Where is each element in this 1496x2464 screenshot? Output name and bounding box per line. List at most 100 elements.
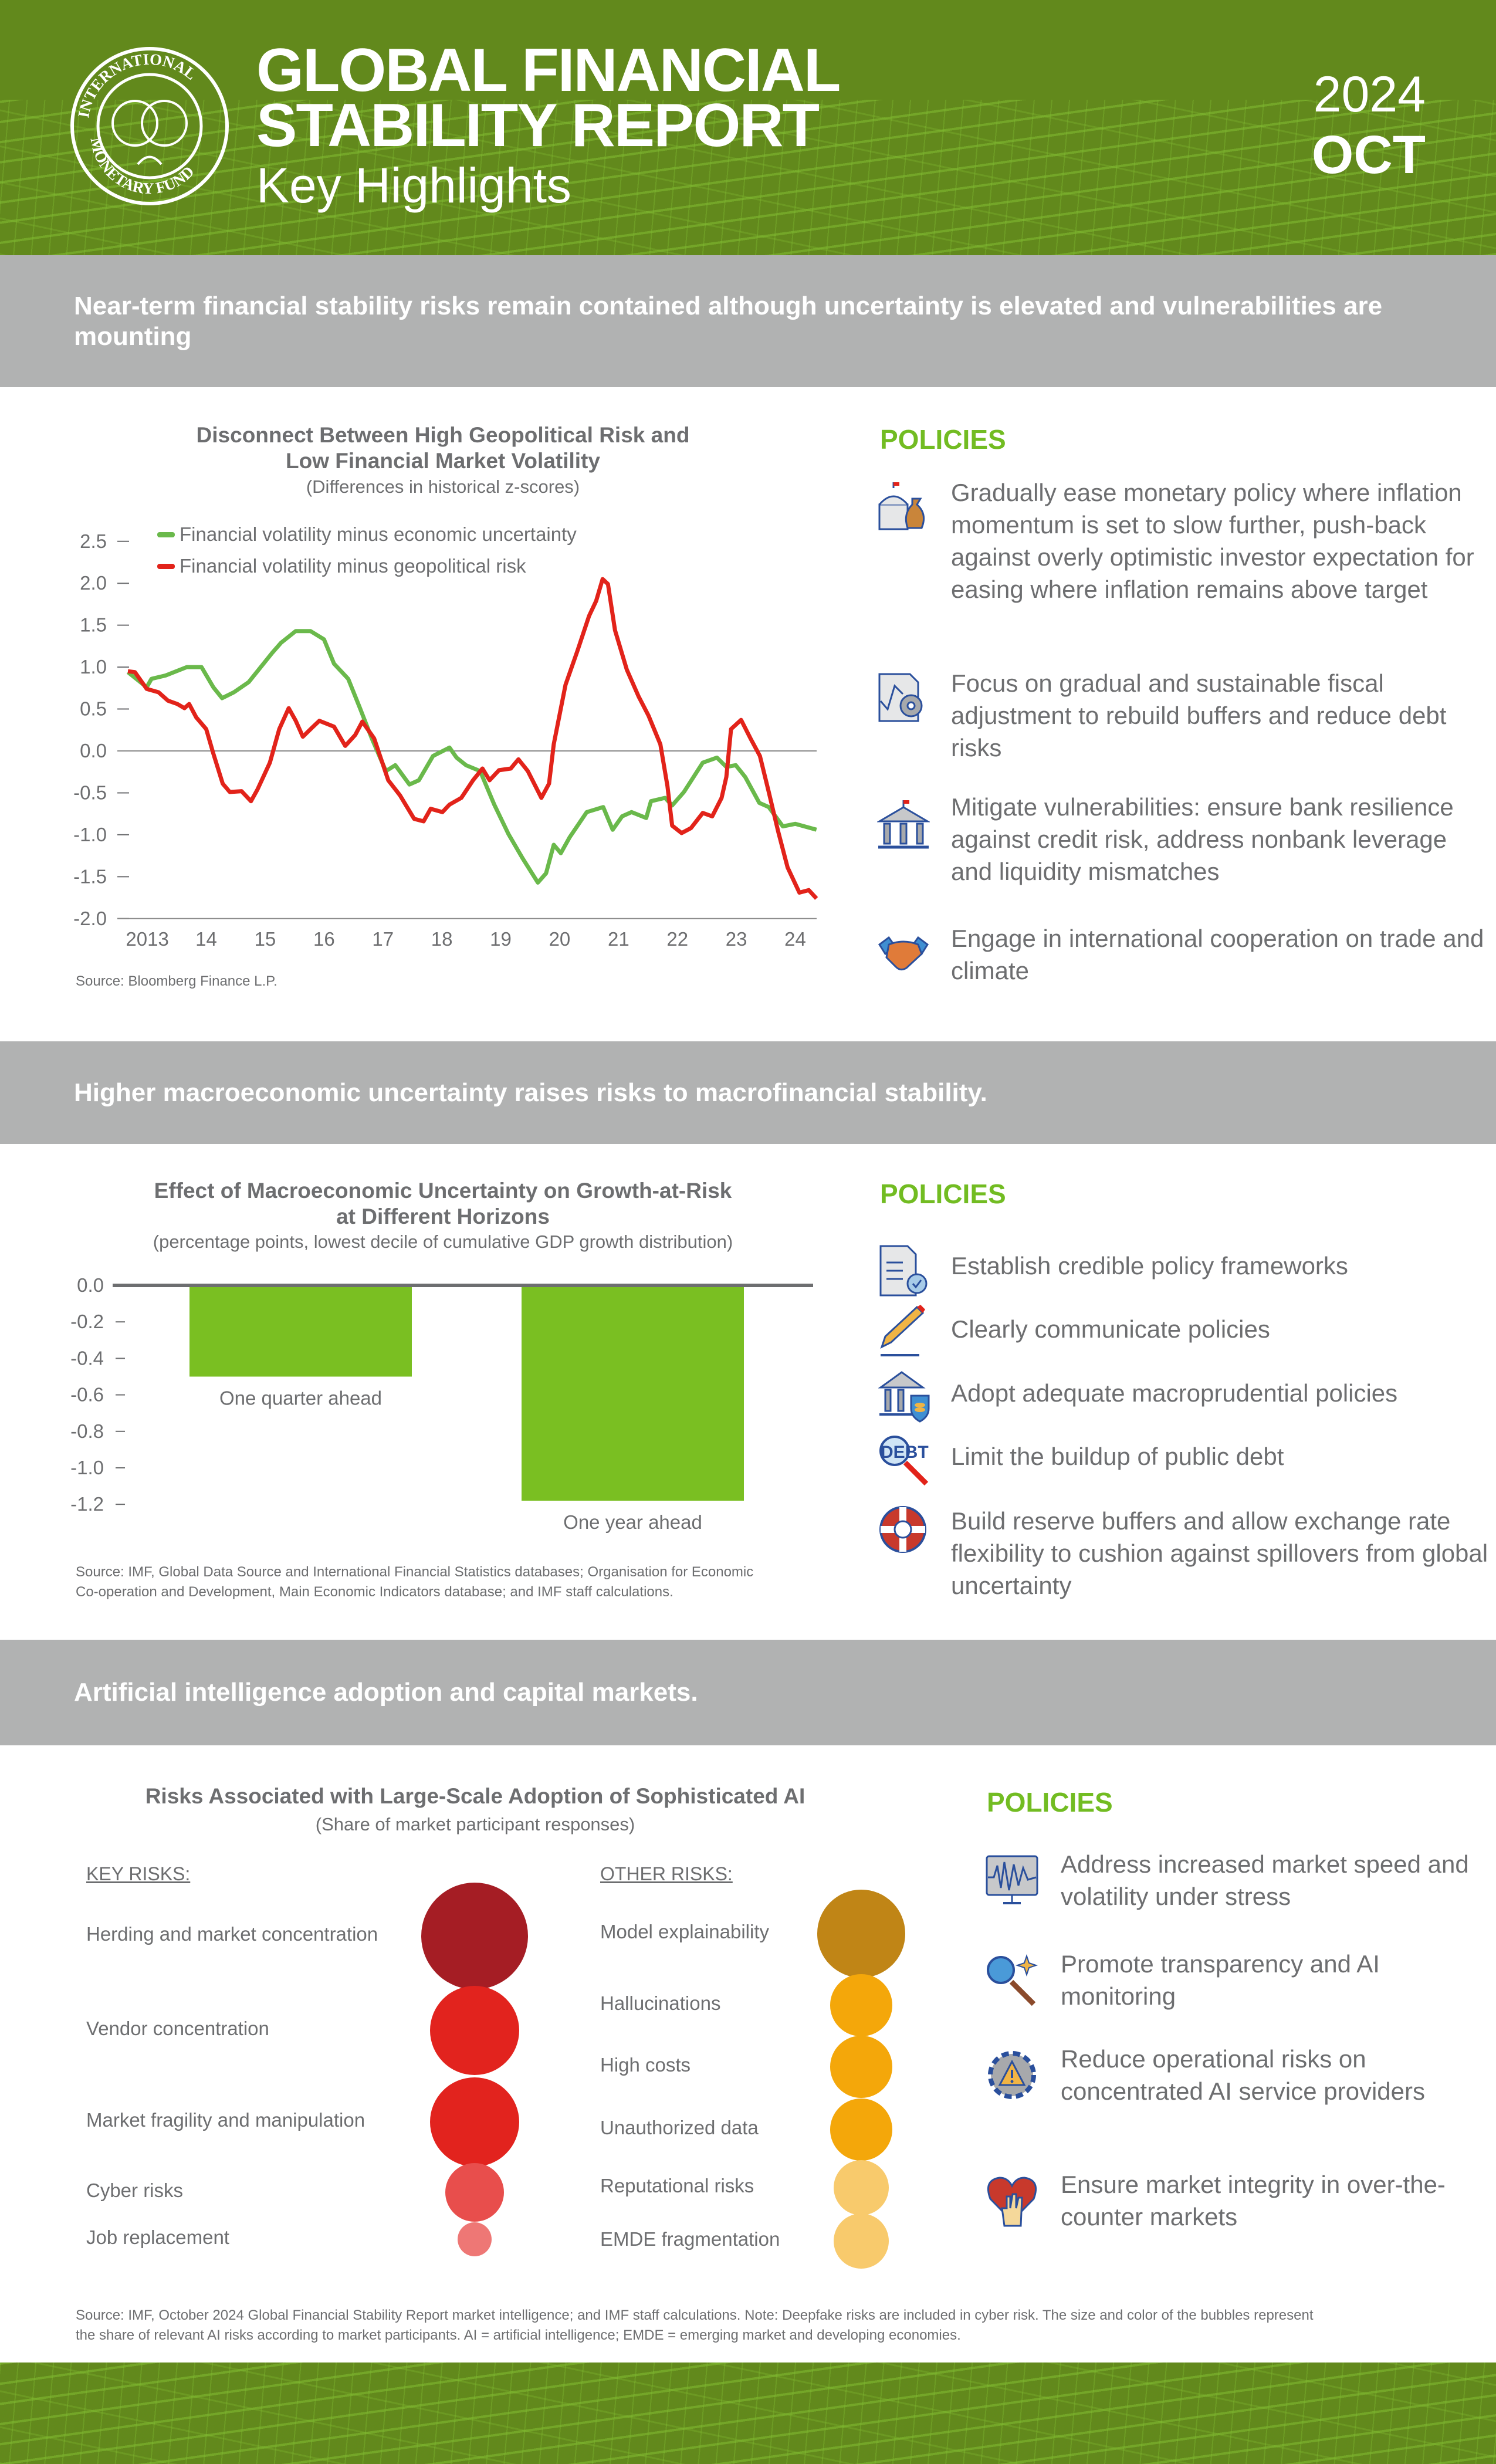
x-tick-label: 2013 — [126, 928, 168, 950]
section2-policies-heading: POLICIES — [880, 1179, 1006, 1209]
report-month: OCT — [1311, 125, 1426, 185]
chart2-title-line1: Effect of Macroeconomic Uncertainty on G… — [154, 1179, 732, 1203]
chart3-source: Source: IMF, October 2024 Global Financi… — [76, 2306, 1314, 2345]
risk-label: Job replacement — [86, 2226, 229, 2248]
y-tick-label: 0.5 — [80, 698, 107, 720]
x-tick-label: 14 — [195, 928, 217, 950]
risk-bubble — [833, 2160, 889, 2216]
risk-bubble — [817, 1890, 905, 1978]
risk-label: High costs — [600, 2054, 691, 2076]
risk-bubble — [830, 1974, 892, 2036]
x-tick-label: 20 — [549, 928, 571, 950]
chart2-subtitle: (percentage points, lowest decile of cum… — [153, 1231, 733, 1252]
y-tick-label: -0.6 — [70, 1384, 104, 1406]
report-title-line2: STABILITY REPORT — [256, 92, 820, 160]
chart2-source: Source: IMF, Global Data Source and Inte… — [76, 1562, 753, 1602]
y-tick-label: -1.2 — [70, 1493, 104, 1515]
y-tick-label: -1.0 — [73, 824, 107, 845]
chart3-title: Risks Associated with Large-Scale Adopti… — [145, 1784, 805, 1808]
y-tick-label: -2.0 — [73, 908, 107, 929]
x-tick-label: 23 — [726, 928, 747, 950]
document-gear-icon — [878, 673, 923, 722]
x-tick-label: 18 — [431, 928, 453, 950]
chart1-title: Disconnect Between High Geopolitical Ris… — [88, 422, 798, 474]
other-risks-heading: OTHER RISKS: — [600, 1863, 733, 1884]
section2-banner-text: Higher macroeconomic uncertainty raises … — [74, 1078, 987, 1107]
lifebuoy-icon — [879, 1506, 926, 1553]
section1-banner: Near-term financial stability risks rema… — [0, 255, 1496, 387]
x-tick-label: 19 — [490, 928, 512, 950]
policy-text: Establish credible policy frameworks — [951, 1252, 1348, 1280]
chart2-title-line2: at Different Horizons — [336, 1204, 550, 1228]
bar-1 — [522, 1285, 744, 1501]
legend-swatch-red — [157, 563, 175, 569]
bar-0 — [189, 1285, 412, 1377]
risk-label: Cyber risks — [86, 2179, 184, 2201]
legend-label-economic: Financial volatility minus economic unce… — [180, 523, 577, 545]
risk-label: Reputational risks — [600, 2175, 754, 2196]
chart3-subtitle: (Share of market participant responses) — [315, 1814, 635, 1835]
risk-bubble — [421, 1883, 528, 1989]
risk-label: Hallucinations — [600, 1992, 721, 2014]
heart-hand-icon — [987, 2177, 1037, 2227]
section1-banner-text: Near-term financial stability risks rema… — [74, 291, 1383, 351]
policy-text: Address increased market speed and volat… — [1061, 1850, 1469, 1910]
policy-text: Engage in international cooperation on t… — [951, 925, 1484, 984]
chart1-legend: Financial volatility minus economic unce… — [157, 519, 577, 582]
report-title-line1: GLOBAL FINANCIAL — [256, 36, 841, 104]
y-tick-label: -0.4 — [70, 1347, 104, 1369]
line-chart: 2.5 2.0 1.5 1.0 0.5 0.0 -0.5 -1.0 -1.5 -2.0 2013 14… — [73, 530, 818, 950]
policy-text: Gradually ease monetary policy where inf… — [951, 479, 1474, 603]
y-tick-label: 2.0 — [80, 572, 107, 594]
x-tick-label: 16 — [313, 928, 335, 950]
x-tick-label: 21 — [608, 928, 629, 950]
pencil-icon — [880, 1305, 925, 1356]
chart3-source-line2: the share of relevant AI risks according… — [76, 2327, 961, 2343]
bar-category-label: One quarter ahead — [219, 1387, 382, 1409]
x-tick-label: 17 — [372, 928, 394, 950]
x-tick-label: 24 — [784, 928, 806, 950]
y-tick-label: -0.5 — [73, 781, 107, 803]
bar-chart: 0.0 -0.2 -0.4 -0.6 -0.8 -1.0 -1.2 One quarter a… — [70, 1274, 813, 1533]
key-risks-heading: KEY RISKS: — [86, 1863, 191, 1884]
risk-label: Unauthorized data — [600, 2117, 759, 2138]
chart2-title: Effect of Macroeconomic Uncertainty on G… — [59, 1178, 827, 1230]
handshake-icon — [878, 936, 929, 971]
risk-bubble — [429, 2077, 520, 2167]
series-line-geopolitical-risk — [127, 577, 818, 900]
bank-building-icon — [877, 800, 930, 849]
bar-category-label: One year ahead — [563, 1511, 702, 1533]
section1-policies-heading: POLICIES — [880, 424, 1006, 455]
series-line-economic-uncertainty — [126, 629, 817, 885]
y-tick-label: 1.0 — [80, 656, 107, 678]
risk-label: Herding and market concentration — [86, 1923, 378, 1945]
report-year: 2024 — [1313, 66, 1426, 123]
policy-text: Build reserve buffers and allow exchange… — [951, 1507, 1488, 1599]
y-tick-label: 0.0 — [77, 1274, 104, 1296]
bank-shield-icon — [878, 1371, 930, 1423]
x-tick-label: 15 — [255, 928, 276, 950]
document-check-icon — [879, 1245, 928, 1297]
chart1-source: Source: Bloomberg Finance L.P. — [76, 973, 277, 989]
header-banner: INTERNATIONAL MONETARY FUND GLOBAL FINAN… — [0, 0, 1496, 255]
chart2-source-line1: Source: IMF, Global Data Source and Inte… — [76, 1564, 754, 1580]
risk-label: Market fragility and manipulation — [86, 2109, 365, 2131]
chart1-title-line2: Low Financial Market Volatility — [286, 449, 600, 473]
policy-text: Reduce operational risks on concentrated… — [1061, 2045, 1425, 2105]
policy-text: Promote transparency and AI monitoring — [1061, 1950, 1380, 2010]
section2-banner: Higher macroeconomic uncertainty raises … — [0, 1041, 1496, 1144]
y-tick-label: 0.0 — [80, 740, 107, 761]
section3-banner: Artificial intelligence adoption and cap… — [0, 1640, 1496, 1745]
risk-bubble — [429, 1985, 520, 2076]
legend-swatch-green — [157, 532, 175, 537]
section3-policies-heading: POLICIES — [987, 1787, 1113, 1817]
imf-logo-icon: INTERNATIONAL MONETARY FUND — [70, 47, 229, 205]
central-bank-money-bag-icon — [878, 482, 925, 530]
y-tick-label: -1.5 — [73, 865, 107, 887]
y-tick-label: -1.0 — [70, 1457, 104, 1478]
monitor-volatility-icon — [986, 1855, 1038, 1904]
y-tick-label: 1.5 — [80, 614, 107, 636]
risk-label: Vendor concentration — [86, 2018, 269, 2039]
chart1-title-line1: Disconnect Between High Geopolitical Ris… — [196, 423, 690, 447]
policy-text: Limit the buildup of public debt — [951, 1443, 1284, 1470]
